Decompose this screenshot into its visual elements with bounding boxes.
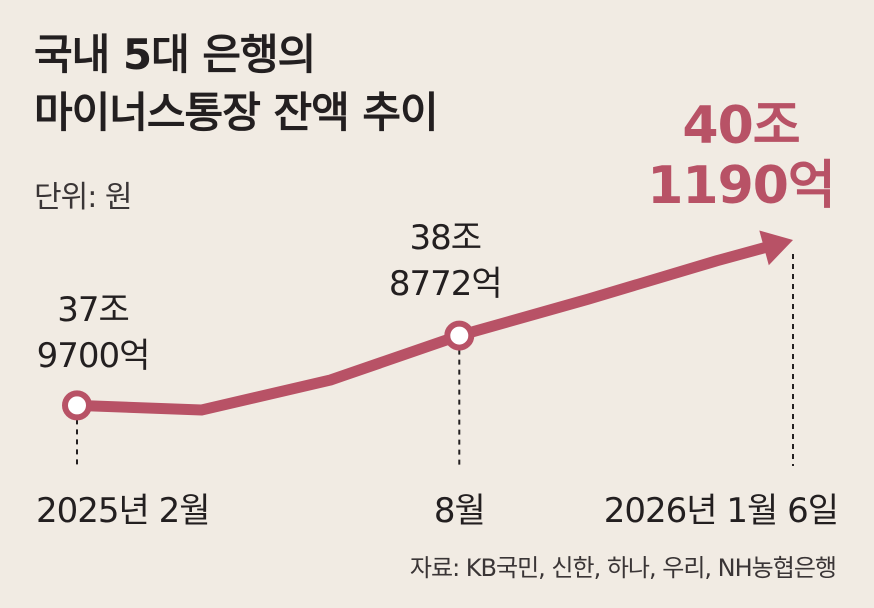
data-label: 9700억	[37, 336, 150, 376]
data-label: 1190억	[647, 156, 835, 216]
data-label: 8772억	[389, 264, 502, 304]
x-tick-label: 8월	[434, 491, 485, 531]
data-label: 37조	[57, 290, 129, 330]
chart-title: 국내 5대 은행의 마이너스통장 잔액 추이	[34, 26, 439, 142]
data-point-marker	[62, 390, 92, 421]
data-label: 38조	[410, 218, 482, 258]
data-point-marker	[444, 320, 475, 351]
source-note: 자료: KB국민, 신한, 하나, 우리, NH농협은행	[409, 554, 837, 582]
chart-title-line1: 국내 5대 은행의	[34, 30, 316, 79]
x-tick-label: 2025년 2월	[36, 491, 210, 531]
chart-title-line2: 마이너스통장 잔액 추이	[34, 88, 439, 137]
x-tick-label: 2026년 1월 6일	[604, 491, 838, 531]
arrow-head	[759, 230, 793, 266]
data-label: 40조	[682, 96, 799, 156]
unit-label: 단위: 원	[34, 180, 132, 215]
